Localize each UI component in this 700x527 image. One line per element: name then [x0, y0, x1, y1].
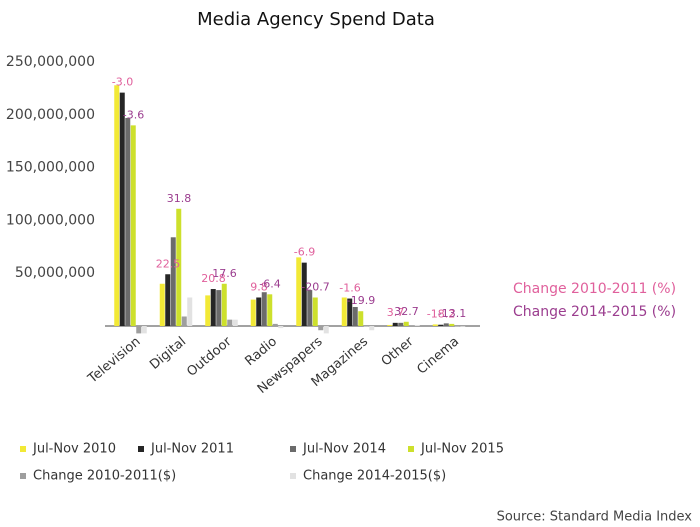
bar — [392, 322, 398, 326]
bar — [432, 324, 438, 326]
y-tick-label: 50,000,000 — [15, 265, 95, 281]
x-tick-label: Outdoor — [184, 334, 235, 380]
bar — [347, 298, 353, 326]
percent-label: 22.5 — [156, 257, 181, 270]
percent-label: 20.8 — [201, 272, 226, 285]
bar — [272, 323, 278, 326]
bar — [165, 274, 171, 326]
legend-label: Jul-Nov 2014 — [302, 442, 386, 457]
legend-swatch — [408, 446, 414, 452]
legend-label: Jul-Nov 2015 — [420, 442, 504, 457]
legend-label: Change 2010-2011($) — [33, 469, 176, 484]
bar — [141, 326, 147, 334]
bar — [125, 117, 131, 326]
legend-label: Change 2014-2015 (%) — [513, 304, 676, 320]
percent-label: -20.7 — [301, 280, 329, 293]
y-tick-label: 150,000,000 — [6, 160, 95, 176]
bar — [227, 319, 233, 326]
bar — [352, 306, 358, 326]
bar — [210, 289, 216, 326]
bar — [398, 322, 404, 326]
bar — [181, 316, 187, 326]
bar — [187, 297, 193, 326]
bar — [443, 323, 449, 326]
percent-label: -3.6 — [123, 108, 144, 121]
bar — [414, 324, 420, 326]
percent-label: -13.1 — [438, 307, 466, 320]
y-tick-label: 100,000,000 — [6, 212, 95, 228]
bar — [159, 283, 165, 326]
legend-swatch — [20, 446, 26, 452]
x-tick-label: Cinema — [414, 334, 462, 377]
percent-label: 9.8 — [250, 280, 268, 293]
percent-label: -18.2 — [427, 308, 455, 321]
legend-label: Change 2014-2015($) — [303, 469, 446, 484]
bar — [301, 262, 307, 326]
legend-swatch — [20, 473, 26, 479]
bar — [358, 311, 364, 326]
bar — [307, 290, 313, 326]
bar — [312, 297, 318, 326]
bar — [130, 125, 136, 326]
bar — [176, 208, 182, 326]
bar — [136, 326, 142, 334]
bar — [256, 297, 262, 326]
bar — [170, 237, 176, 326]
x-tick-label: Television — [85, 334, 144, 387]
y-tick-label: 200,000,000 — [6, 107, 95, 123]
bar — [114, 85, 120, 327]
bar — [387, 324, 393, 326]
percent-label: -1.6 — [339, 282, 360, 295]
legend-swatch — [290, 473, 296, 479]
bar — [232, 319, 238, 326]
bar — [449, 323, 455, 326]
bar — [369, 326, 375, 331]
bar — [221, 283, 227, 326]
bar — [341, 297, 347, 326]
x-tick-label: Radio — [242, 334, 280, 369]
x-tick-label: Other — [379, 334, 417, 370]
chart-title: Media Agency Spend Data — [197, 9, 435, 30]
bar — [318, 326, 324, 331]
bar — [216, 290, 222, 326]
percent-label: 32.7 — [394, 305, 419, 318]
bar — [250, 299, 256, 326]
bar — [278, 326, 284, 329]
percent-label: 3.7 — [387, 306, 405, 319]
bar — [438, 324, 444, 326]
percent-label: 31.8 — [167, 192, 192, 205]
percent-label: -3.0 — [112, 76, 133, 89]
bar — [267, 294, 273, 326]
percent-label: -19.9 — [347, 294, 375, 307]
legend-label: Change 2010-2011 (%) — [513, 281, 676, 297]
legend-swatch — [290, 446, 296, 452]
bar — [296, 257, 302, 326]
bar — [323, 326, 329, 334]
bar — [261, 292, 267, 326]
bar — [403, 321, 409, 326]
bar — [119, 92, 125, 327]
x-tick-label: Digital — [147, 334, 189, 373]
percent-label: -6.9 — [294, 246, 315, 259]
legend-label: Jul-Nov 2011 — [150, 442, 234, 457]
percent-label: 17.6 — [212, 267, 237, 280]
source: Source: Standard Media Index — [497, 510, 693, 525]
percent-label: -6.4 — [259, 277, 280, 290]
y-tick-label: 250,000,000 — [6, 54, 95, 70]
bar — [205, 295, 211, 326]
legend-swatch — [138, 446, 144, 452]
legend-label: Jul-Nov 2010 — [32, 442, 116, 457]
